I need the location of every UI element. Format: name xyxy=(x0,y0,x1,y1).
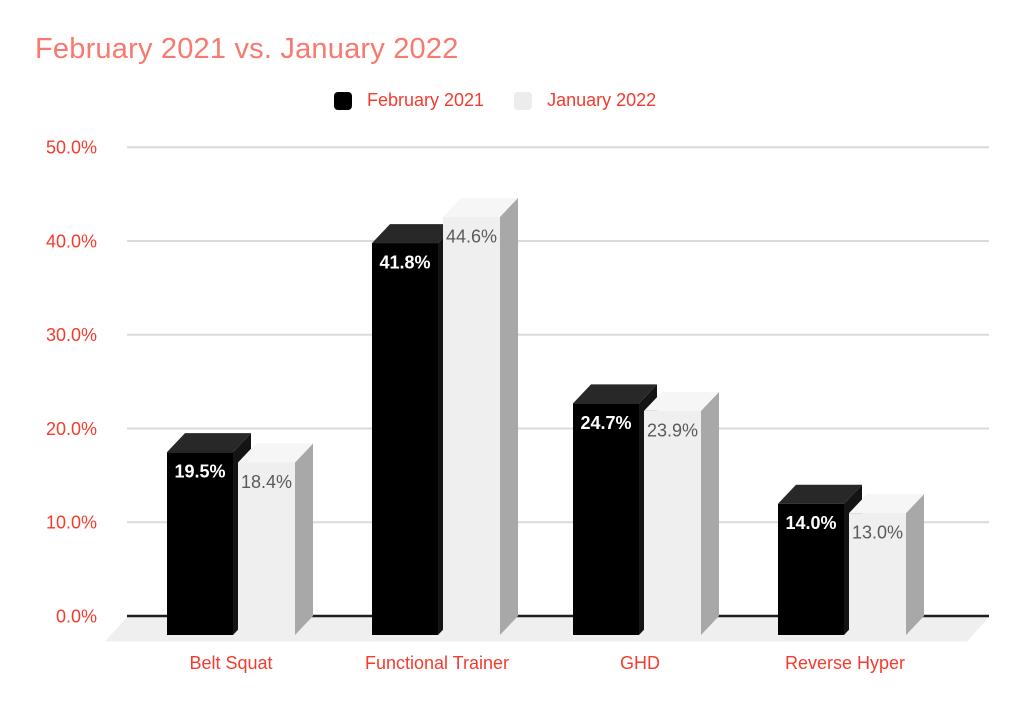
bar-january-2022-functional-trainer[interactable] xyxy=(443,216,500,636)
bar-side-january-2022-functional-trainer xyxy=(500,197,518,636)
y-axis-tick-label: 0.0% xyxy=(56,607,97,627)
bar-value-label-january-2022-belt-squat: 18.4% xyxy=(241,472,292,492)
y-axis-tick-label: 30.0% xyxy=(46,325,97,345)
bar-top-february-2021-functional-trainer xyxy=(372,224,456,244)
bar-february-2021-belt-squat[interactable] xyxy=(167,452,233,635)
bar-january-2022-reverse-hyper[interactable] xyxy=(849,513,906,635)
bar-top-february-2021-belt-squat xyxy=(167,433,251,453)
bar-side-january-2022-ghd xyxy=(701,391,719,635)
x-axis-category-label-ghd: GHD xyxy=(620,653,660,673)
bar-value-label-january-2022-ghd: 23.9% xyxy=(647,420,698,440)
legend-item-january-2022[interactable]: January 2022 xyxy=(514,90,656,111)
bar-value-label-february-2021-functional-trainer: 41.8% xyxy=(379,253,430,273)
legend-swatch-february-2021 xyxy=(334,91,352,110)
bar-january-2022-ghd[interactable] xyxy=(644,410,701,635)
bar-top-january-2022-functional-trainer xyxy=(443,197,518,217)
bar-top-january-2022-reverse-hyper xyxy=(849,494,924,514)
bar-top-january-2022-ghd xyxy=(644,391,719,411)
y-axis-tick-label: 50.0% xyxy=(46,138,97,158)
y-axis-tick-label: 40.0% xyxy=(46,231,97,251)
bar-february-2021-ghd[interactable] xyxy=(573,403,639,635)
y-axis-tick-label: 20.0% xyxy=(46,419,97,439)
x-axis-category-label-functional-trainer: Functional Trainer xyxy=(365,653,509,673)
legend: February 2021 January 2022 xyxy=(334,90,656,111)
bar-side-january-2022-reverse-hyper xyxy=(906,494,924,635)
legend-swatch-january-2022 xyxy=(514,91,533,110)
bar-february-2021-reverse-hyper[interactable] xyxy=(778,503,844,635)
bar-value-label-january-2022-functional-trainer: 44.6% xyxy=(446,226,497,246)
bar-top-january-2022-belt-squat xyxy=(238,443,313,463)
legend-label: January 2022 xyxy=(547,90,657,110)
bar-value-label-february-2021-belt-squat: 19.5% xyxy=(174,462,225,482)
bar-value-label-january-2022-reverse-hyper: 13.0% xyxy=(852,523,903,543)
bar-january-2022-belt-squat[interactable] xyxy=(238,462,295,635)
x-axis-category-label-reverse-hyper: Reverse Hyper xyxy=(785,653,905,673)
bar-february-2021-functional-trainer[interactable] xyxy=(372,243,438,636)
bar-value-label-february-2021-ghd: 24.7% xyxy=(580,413,631,433)
chart-floor-3d xyxy=(105,617,989,642)
bar-top-february-2021-ghd xyxy=(573,384,657,404)
chart-title: February 2021 vs. January 2022 xyxy=(35,33,459,65)
y-axis-tick-label: 10.0% xyxy=(46,513,97,533)
bar-top-february-2021-reverse-hyper xyxy=(778,484,862,504)
bar-side-january-2022-belt-squat xyxy=(295,443,313,635)
bar-value-label-february-2021-reverse-hyper: 14.0% xyxy=(785,513,836,533)
legend-item-february-2021[interactable]: February 2021 xyxy=(334,90,484,111)
x-axis-category-label-belt-squat: Belt Squat xyxy=(189,653,272,673)
legend-label: February 2021 xyxy=(367,90,485,110)
